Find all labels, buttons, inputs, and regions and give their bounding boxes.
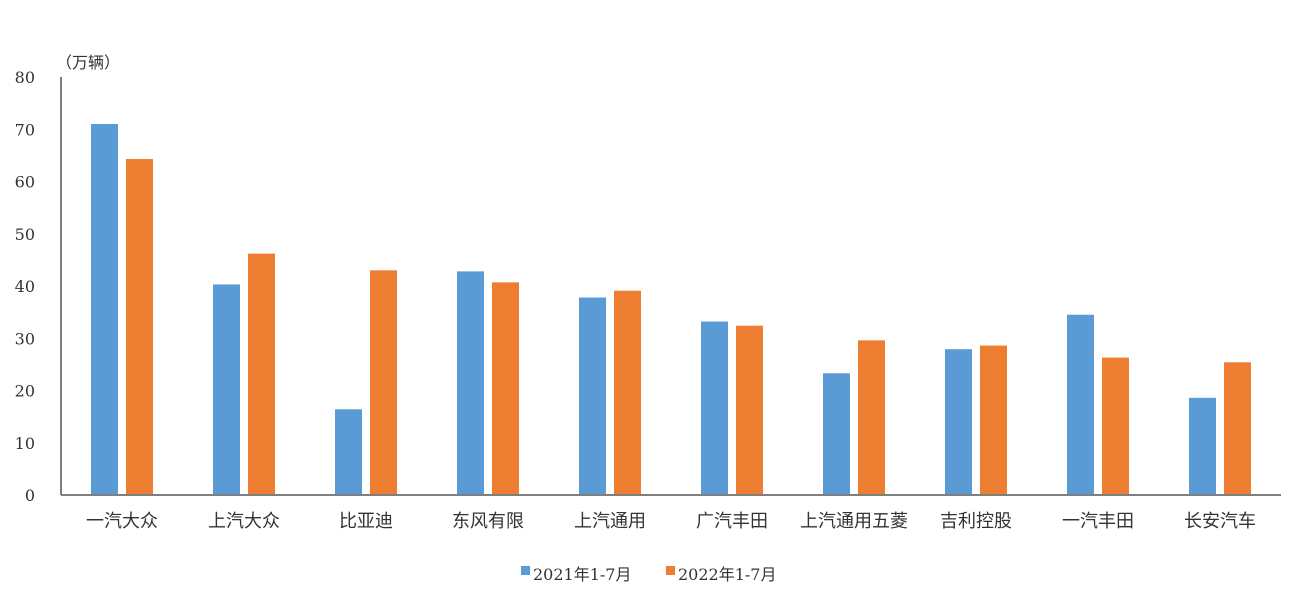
bar-2021-4 — [579, 297, 606, 495]
bar-2021-8 — [1067, 314, 1094, 495]
x-category-label: 广汽丰田 — [696, 511, 768, 532]
bar-2022-8 — [1102, 357, 1129, 495]
x-category-label: 长安汽车 — [1184, 511, 1256, 532]
bar-2021-1 — [213, 284, 240, 495]
bar-2022-2 — [370, 270, 397, 495]
bar-2022-0 — [126, 159, 153, 495]
x-axis-categories: 一汽大众 上汽大众 比亚迪 东风有限 上汽通用 广汽丰田 上汽通用五菱 吉利控股 一汽丰田 长安汽… — [86, 511, 1256, 532]
y-tick-label: 40 — [15, 277, 35, 296]
x-category-label: 上汽通用 — [574, 511, 646, 532]
bar-2022-3 — [492, 282, 519, 495]
y-axis-ticks: 0 10 20 30 40 50 60 70 80 — [15, 68, 35, 505]
legend-swatch-2021 — [521, 566, 530, 575]
legend-label-2021: 2021年1-7月 — [533, 565, 632, 584]
legend: 2021年1-7月 2022年1-7月 — [521, 565, 777, 584]
bar-2021-0 — [91, 124, 118, 496]
x-category-label: 吉利控股 — [940, 511, 1012, 532]
x-category-label: 东风有限 — [452, 511, 524, 532]
x-category-label: 一汽大众 — [86, 511, 158, 532]
y-tick-label: 20 — [15, 382, 35, 401]
y-tick-label: 60 — [15, 173, 35, 192]
bar-2021-9 — [1189, 397, 1216, 495]
x-category-label: 比亚迪 — [339, 511, 393, 532]
x-category-label: 一汽丰田 — [1062, 511, 1134, 532]
y-tick-label: 10 — [15, 434, 35, 453]
y-tick-label: 70 — [15, 120, 35, 139]
bar-2022-5 — [736, 325, 763, 495]
y-tick-label: 0 — [25, 486, 35, 505]
bar-2021-5 — [701, 321, 728, 495]
bar-2021-6 — [823, 373, 850, 495]
x-category-label: 上汽通用五菱 — [800, 511, 908, 532]
y-tick-label: 50 — [15, 225, 35, 244]
y-tick-label: 30 — [15, 329, 35, 348]
axes — [60, 77, 1281, 496]
bar-2022-4 — [614, 290, 641, 495]
y-tick-label: 80 — [15, 68, 35, 87]
bar-2021-3 — [457, 271, 484, 495]
bar-2021-7 — [945, 349, 972, 495]
bars — [91, 124, 1251, 496]
bar-2022-9 — [1224, 362, 1251, 495]
x-category-label: 上汽大众 — [208, 511, 280, 532]
legend-swatch-2022 — [666, 566, 675, 575]
bar-2022-6 — [858, 340, 885, 495]
bar-2022-7 — [980, 345, 1007, 495]
legend-label-2022: 2022年1-7月 — [678, 565, 777, 584]
y-axis-unit-label: （万辆） — [56, 53, 120, 72]
bar-2021-2 — [335, 409, 362, 495]
bar-2022-1 — [248, 253, 275, 495]
